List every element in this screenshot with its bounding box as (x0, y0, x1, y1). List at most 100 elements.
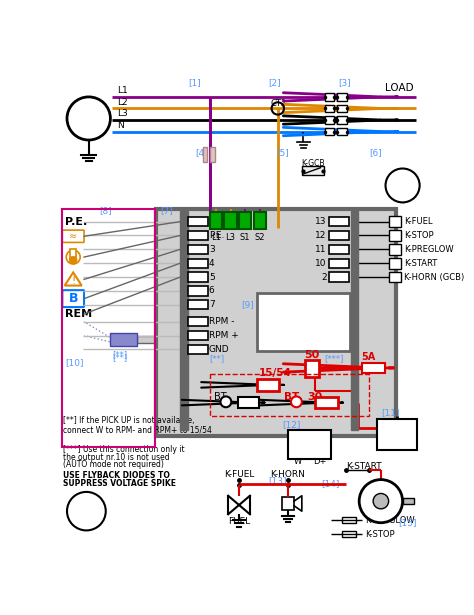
Text: Diode: Diode (76, 511, 96, 517)
Text: 7: 7 (209, 300, 215, 309)
Text: [6]: [6] (369, 149, 382, 157)
Bar (325, 105, 334, 113)
Text: USE FLYBACK DIODES TO: USE FLYBACK DIODES TO (63, 471, 170, 480)
Bar (210, 147, 215, 162)
Bar (342, 517, 356, 523)
Text: 1: 1 (209, 217, 215, 226)
Text: 12: 12 (315, 231, 327, 240)
Text: K-PREGLOW: K-PREGLOW (365, 516, 415, 525)
Text: [***] Use this connection only it: [***] Use this connection only it (63, 445, 185, 454)
Text: Flywell: Flywell (391, 178, 415, 184)
Bar (329, 217, 349, 226)
Bar (288, 429, 330, 459)
Text: SUPPRESS VOLTAGE SPIKE: SUPPRESS VOLTAGE SPIKE (63, 479, 176, 488)
Bar (188, 245, 208, 254)
Bar (188, 345, 208, 354)
Text: W: W (294, 458, 302, 466)
Circle shape (220, 397, 231, 407)
Bar (389, 244, 401, 255)
Bar (337, 128, 347, 135)
Text: [9]: [9] (241, 300, 254, 309)
Text: [2]: [2] (268, 79, 281, 87)
Text: −: − (262, 378, 273, 392)
Bar (257, 379, 279, 391)
Text: [4]: [4] (195, 149, 208, 157)
Bar (239, 212, 251, 229)
Circle shape (155, 336, 162, 343)
Text: L3: L3 (118, 109, 128, 118)
Text: connect W to RPM- and RPM+ to 15/54: connect W to RPM- and RPM+ to 15/54 (63, 425, 212, 434)
Circle shape (66, 250, 80, 264)
Text: K-STOP: K-STOP (365, 530, 395, 539)
Bar (389, 272, 401, 282)
Bar (337, 105, 347, 113)
Bar (70, 249, 76, 258)
FancyBboxPatch shape (63, 230, 84, 242)
Bar (156, 208, 396, 435)
Text: [**]: [**] (209, 354, 224, 363)
Text: D+: D+ (313, 458, 326, 466)
Bar (342, 531, 356, 538)
Bar (329, 231, 349, 240)
Bar (402, 498, 414, 504)
Text: [***]: [***] (324, 354, 344, 363)
Bar (254, 212, 266, 229)
Bar (188, 217, 208, 226)
Text: 50: 50 (304, 350, 319, 360)
Text: 11: 11 (315, 245, 327, 254)
Text: Flyback: Flyback (73, 504, 100, 510)
Bar (325, 93, 334, 101)
Bar (315, 397, 338, 408)
Text: (AUTO mode not required): (AUTO mode not required) (63, 461, 164, 469)
Text: +: + (392, 427, 402, 437)
Circle shape (385, 169, 419, 202)
Polygon shape (395, 181, 409, 187)
Bar (377, 419, 417, 450)
Text: S2: S2 (255, 233, 265, 242)
Text: K-STOP: K-STOP (404, 231, 434, 240)
Text: [7]: [7] (160, 207, 173, 215)
Text: RPM +: RPM + (209, 331, 238, 340)
Bar (337, 93, 347, 101)
Bar (188, 300, 208, 309)
Bar (282, 498, 294, 510)
Circle shape (373, 493, 389, 509)
Text: P.E.: P.E. (209, 231, 224, 240)
Text: the output nr.10 is not used: the output nr.10 is not used (63, 453, 170, 462)
Text: Diode: Diode (392, 186, 413, 191)
Text: [12]: [12] (283, 419, 301, 429)
Text: −: − (406, 427, 416, 437)
Polygon shape (64, 272, 82, 285)
Text: K-PREGLOW: K-PREGLOW (404, 245, 454, 254)
Bar (224, 212, 237, 229)
Text: BE24: BE24 (267, 306, 339, 334)
Text: 15/54: 15/54 (259, 368, 292, 378)
Text: ×: × (370, 491, 379, 501)
Text: [13]: [13] (268, 476, 287, 485)
Bar (202, 147, 207, 162)
Bar (329, 258, 349, 268)
Text: −: − (243, 396, 254, 409)
Bar (389, 258, 401, 269)
Text: P.E.: P.E. (65, 218, 88, 228)
Text: 10: 10 (315, 259, 327, 268)
Text: G: G (80, 108, 98, 129)
Text: K-HORN: K-HORN (271, 470, 305, 478)
Text: 5A: 5A (362, 352, 376, 362)
Circle shape (291, 397, 302, 407)
Text: [3]: [3] (338, 79, 351, 87)
Text: 13: 13 (315, 217, 327, 226)
Text: BT: BT (284, 392, 299, 402)
Bar (188, 287, 208, 296)
Text: L3: L3 (226, 233, 236, 242)
Circle shape (69, 256, 77, 264)
Polygon shape (73, 505, 96, 513)
Text: [5]: [5] (276, 149, 289, 157)
Text: ≈: ≈ (69, 231, 77, 241)
Text: CT2: CT2 (271, 98, 287, 108)
Text: [**] If the PICK UP is not available,: [**] If the PICK UP is not available, (63, 416, 195, 425)
Text: K-HORN (GCB): K-HORN (GCB) (404, 272, 465, 282)
Text: −: − (221, 397, 230, 407)
Text: [**]: [**] (112, 351, 127, 359)
Text: REM: REM (65, 309, 92, 319)
